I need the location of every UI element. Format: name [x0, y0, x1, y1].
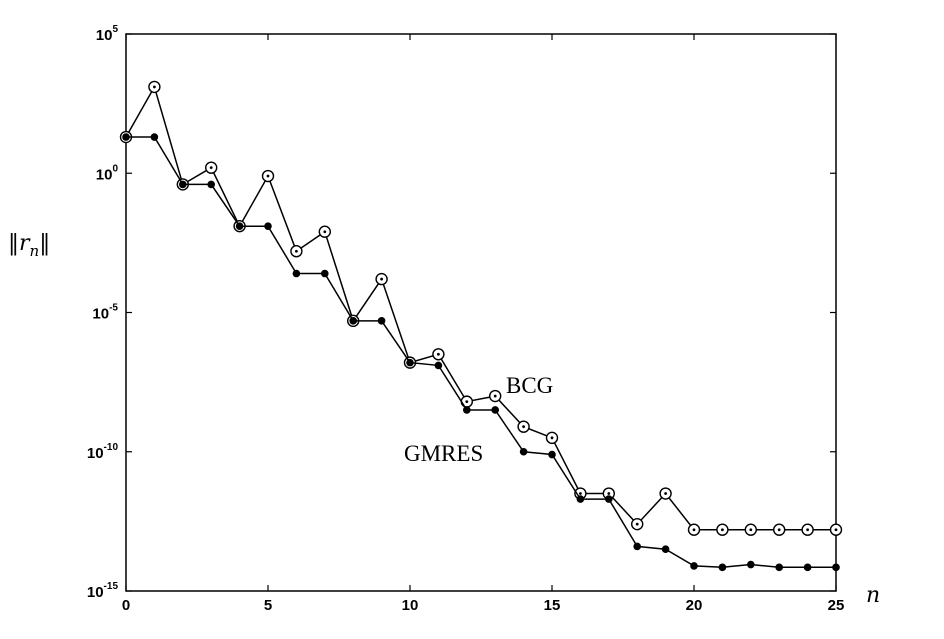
point-bcg-center — [437, 352, 440, 356]
point-bcg-center — [806, 528, 809, 532]
series-label-bcg: BCG — [506, 373, 553, 398]
point-bcg-center — [579, 492, 582, 495]
point-bcg-center — [721, 528, 724, 532]
point-gmres — [292, 269, 301, 278]
y-axis-label-right-bars: ‖ — [39, 231, 50, 256]
point-bcg-center — [209, 166, 213, 170]
y-tick-label: 10-10 — [87, 442, 119, 462]
y-tick-exponent: -15 — [104, 581, 119, 592]
x-tick-label: 0 — [122, 597, 130, 614]
point-bcg-center — [834, 528, 838, 532]
point-gmres — [406, 358, 414, 367]
point-gmres — [235, 222, 244, 230]
x-tick-label: 25 — [828, 597, 845, 614]
point-bcg-center — [465, 400, 469, 404]
point-gmres — [690, 562, 698, 570]
point-bcg-center — [777, 528, 781, 532]
y-tick-base: 10 — [87, 584, 104, 601]
y-tick-label: 10-5 — [92, 303, 118, 323]
point-gmres — [605, 495, 613, 503]
point-bcg-center — [153, 85, 156, 89]
point-gmres — [207, 180, 215, 189]
point-gmres — [377, 317, 386, 325]
y-tick-base: 10 — [87, 445, 104, 462]
y-tick-label: 100 — [96, 163, 119, 183]
point-gmres — [633, 542, 641, 551]
point-gmres — [434, 361, 443, 370]
x-axis-label: n — [866, 583, 880, 608]
x-tick-label: 5 — [264, 597, 272, 614]
x-tick-label: 15 — [544, 597, 561, 614]
y-axis-label-r: r — [19, 231, 31, 256]
point-bcg-center — [295, 249, 298, 253]
point-gmres — [775, 563, 783, 572]
point-gmres — [747, 560, 755, 569]
y-tick-label: 105 — [96, 24, 119, 44]
point-bcg-center — [522, 425, 525, 429]
point-gmres — [463, 406, 471, 414]
point-bcg-center — [323, 230, 327, 234]
point-bcg-center — [607, 492, 611, 495]
point-bcg-center — [380, 277, 383, 281]
y-tick-base: 10 — [92, 306, 109, 323]
point-gmres — [718, 563, 727, 572]
y-tick-exponent: -10 — [104, 442, 119, 453]
series-label-gmres: GMRES — [404, 441, 483, 466]
point-bcg-center — [550, 436, 554, 440]
point-gmres — [576, 495, 585, 503]
series-line-gmres — [126, 136, 836, 569]
y-tick-label: 10-15 — [87, 581, 119, 601]
point-gmres — [491, 406, 500, 414]
x-tick-label: 20 — [686, 597, 703, 614]
y-tick-exponent: 0 — [112, 163, 118, 174]
y-axis-label: ‖rn‖ — [8, 231, 50, 260]
point-gmres — [122, 133, 130, 141]
point-gmres — [832, 563, 840, 572]
y-tick-exponent: -5 — [109, 303, 118, 314]
point-bcg-center — [749, 528, 753, 532]
y-tick-base: 10 — [96, 166, 113, 183]
series-layer — [119, 80, 843, 572]
point-gmres — [519, 447, 528, 456]
x-tick-label: 10 — [402, 597, 419, 614]
point-bcg-center — [266, 174, 270, 178]
point-gmres — [548, 450, 556, 459]
point-gmres — [264, 222, 272, 230]
point-gmres — [349, 317, 358, 325]
y-axis-label-n: n — [30, 242, 40, 260]
point-gmres — [179, 180, 187, 189]
point-gmres — [803, 563, 812, 572]
y-tick-base: 10 — [96, 27, 113, 44]
point-gmres — [661, 545, 670, 554]
point-bcg-center — [635, 522, 639, 526]
point-bcg-center — [664, 492, 667, 495]
point-bcg-center — [692, 528, 696, 532]
point-bcg-center — [493, 394, 497, 398]
point-gmres — [150, 133, 159, 141]
y-tick-exponent: 5 — [112, 24, 118, 35]
point-gmres — [321, 269, 329, 278]
y-axis-label-left-bars: ‖ — [8, 231, 19, 256]
plot-frame — [125, 33, 837, 592]
